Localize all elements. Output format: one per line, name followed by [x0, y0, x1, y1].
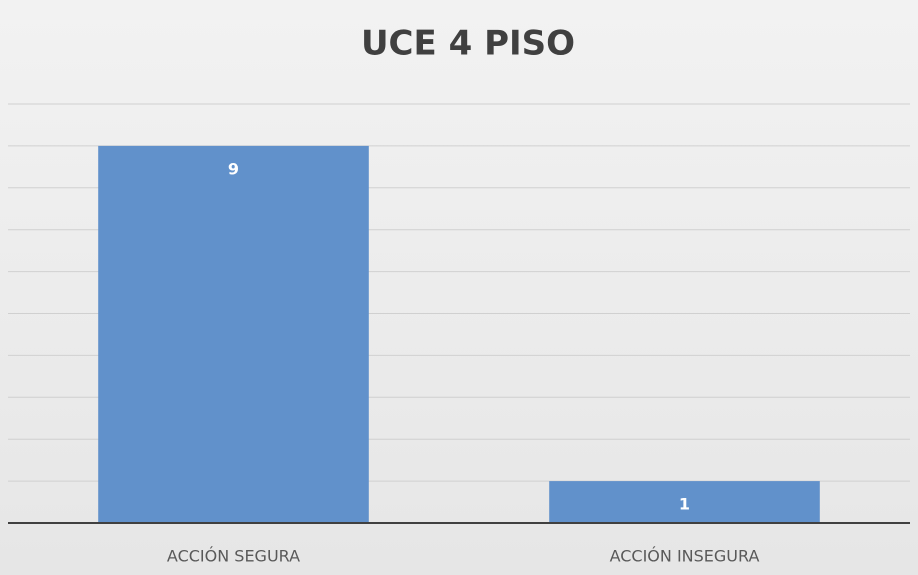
chart-title: UCE 4 PISO	[361, 24, 575, 64]
bar	[98, 145, 369, 523]
x-tick-label: ACCIÓN SEGURA	[167, 547, 300, 566]
bar	[549, 481, 820, 523]
data-label: 9	[228, 159, 239, 178]
x-tick-label: ACCIÓN INSEGURA	[610, 547, 760, 566]
data-label: 1	[679, 495, 690, 514]
